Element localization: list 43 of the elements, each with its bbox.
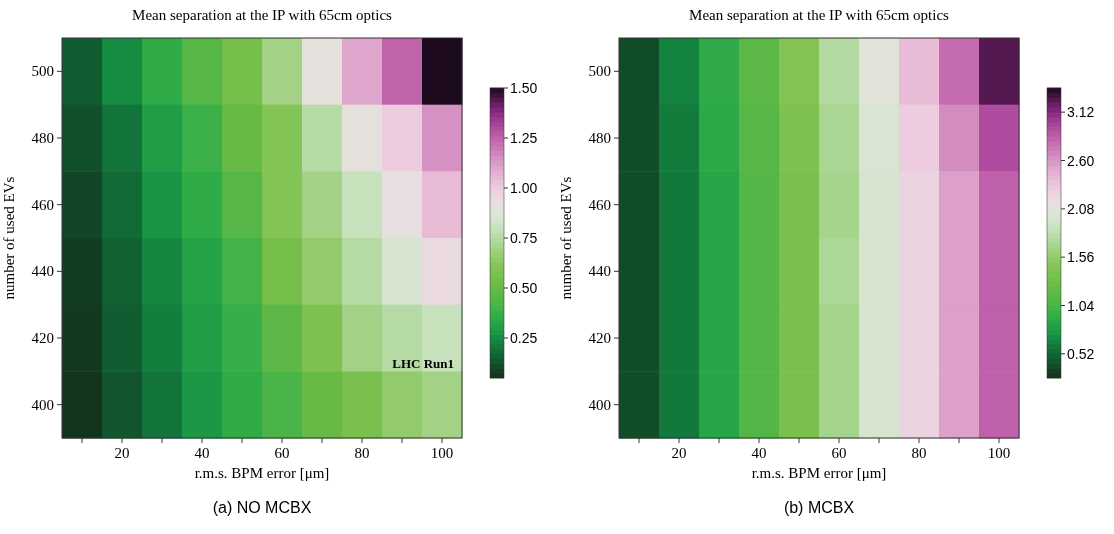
color-bar-label: 2.08 (1067, 200, 1095, 217)
x-tick-label: 60 (274, 445, 290, 461)
color-bar-label: 0.25 (510, 330, 538, 346)
chart-title: Mean separation at the IP with 65cm optics (132, 7, 393, 23)
x-tick-label: 80 (911, 445, 927, 461)
chart-title: Mean separation at the IP with 65cm optics (689, 7, 950, 23)
color-bar-label: 0.52 (1067, 345, 1095, 362)
y-tick-label: 400 (31, 396, 54, 413)
x-tick-label: 40 (194, 445, 210, 461)
y-tick-label: 420 (31, 330, 54, 346)
x-tick-label: 20 (114, 445, 130, 461)
color-bar-label: 0.50 (510, 280, 538, 296)
color-bar-label: 1.25 (510, 130, 538, 146)
color-bar-label: 1.50 (510, 80, 538, 96)
x-axis-title: r.m.s. BPM error [μm] (751, 465, 887, 481)
x-tick-label: 100 (987, 445, 1011, 461)
y-tick-label: 440 (588, 263, 611, 280)
y-tick-label: 460 (31, 196, 54, 213)
color-bar-label: 2.60 (1067, 152, 1095, 169)
y-axis-title: number of used EVs (1, 176, 17, 300)
y-tick-label: 420 (588, 330, 611, 346)
y-tick-label: 400 (588, 396, 611, 413)
color-bar-label: 1.04 (1067, 297, 1095, 314)
color-bar-label: 1.56 (1067, 249, 1095, 266)
text: (b) MCBX (783, 499, 855, 516)
x-tick-label: 80 (354, 445, 370, 461)
x-tick-label: 100 (430, 445, 454, 461)
color-bar-label: 3.12 (1067, 104, 1095, 121)
y-tick-label: 460 (588, 196, 611, 213)
y-tick-label: 440 (31, 263, 54, 280)
annotation: LHC Run1 (392, 356, 454, 371)
color-bar-label: 1.00 (510, 180, 538, 196)
y-tick-label: 500 (31, 63, 54, 80)
y-axis-title: number of used EVs (558, 176, 574, 300)
text: (a) NO MCBX (212, 499, 312, 516)
x-tick-label: 60 (831, 445, 847, 461)
x-axis-title: r.m.s. BPM error [μm] (194, 465, 330, 481)
y-tick-label: 480 (31, 130, 54, 146)
x-tick-label: 20 (671, 445, 687, 461)
y-tick-label: 480 (588, 130, 611, 146)
y-tick-label: 500 (588, 63, 611, 80)
x-tick-label: 40 (751, 445, 767, 461)
color-bar-label: 0.75 (510, 230, 538, 246)
